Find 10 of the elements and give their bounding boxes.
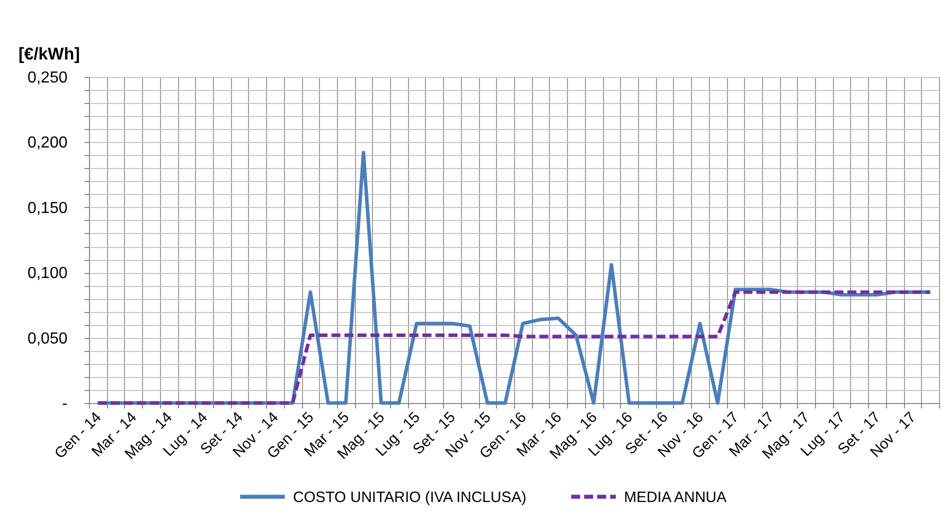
- legend-label: COSTO UNITARIO (IVA INCLUSA): [293, 488, 526, 506]
- y-tick-label: 0,250: [27, 70, 68, 86]
- y-tick-label: 0,050: [27, 330, 68, 348]
- legend-label: MEDIA ANNUA: [624, 488, 727, 506]
- y-tick-label: 0,150: [27, 200, 68, 217]
- y-tick-label: 0,200: [27, 134, 68, 152]
- y-tick-label: -: [62, 396, 68, 412]
- line-series: [96, 290, 932, 405]
- y-axis-title: [€/kWh]: [18, 44, 80, 64]
- y-tick-label: 0,100: [27, 265, 68, 282]
